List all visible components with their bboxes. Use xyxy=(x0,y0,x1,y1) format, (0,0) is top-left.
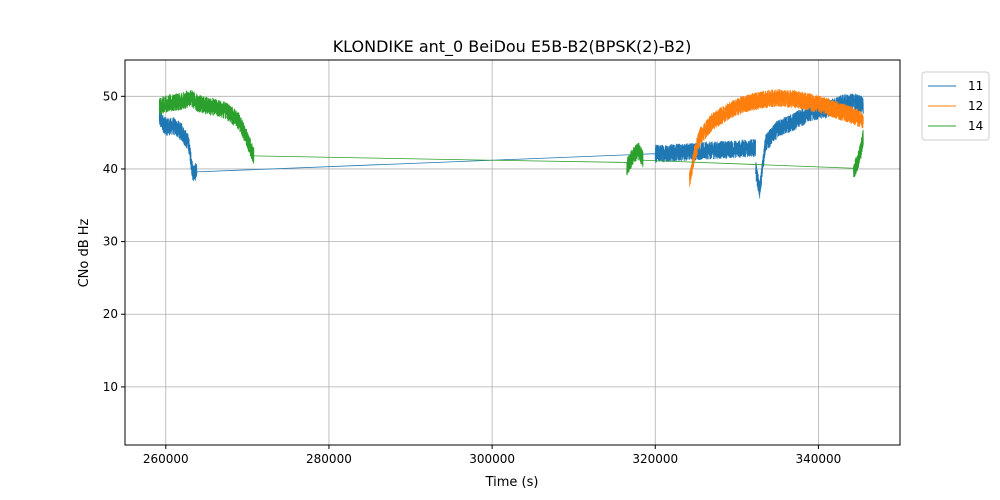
legend-item-12: 12 xyxy=(928,99,983,113)
series-11-segment xyxy=(196,138,757,173)
y-tick-label: 40 xyxy=(103,162,118,176)
x-tick-label: 280000 xyxy=(306,452,352,466)
y-axis-label: CNo dB Hz xyxy=(77,218,92,287)
series-14-segment xyxy=(643,159,854,169)
x-tick-label: 340000 xyxy=(796,452,842,466)
x-axis-ticks: 260000 280000 300000 320000 340000 xyxy=(143,445,841,466)
series-11-segment xyxy=(158,109,198,182)
legend-label: 11 xyxy=(968,79,983,93)
series-12-segment xyxy=(689,88,864,187)
series-14-segment xyxy=(158,89,255,164)
series-11-segment xyxy=(755,93,864,199)
series-layer xyxy=(158,88,864,199)
legend-item-14: 14 xyxy=(928,119,983,133)
x-axis-label: Time (s) xyxy=(485,475,539,490)
legend-label: 12 xyxy=(968,99,983,113)
series-14 xyxy=(158,89,864,178)
y-tick-label: 10 xyxy=(103,380,118,394)
plot-frame xyxy=(124,59,901,446)
x-tick-label: 260000 xyxy=(143,452,189,466)
series-14-segment xyxy=(853,129,864,178)
series-11 xyxy=(158,93,864,199)
x-tick-label: 300000 xyxy=(469,452,515,466)
y-tick-label: 20 xyxy=(103,307,118,321)
series-12 xyxy=(689,88,864,187)
legend-item-11: 11 xyxy=(928,79,983,93)
x-tick-label: 320000 xyxy=(632,452,678,466)
y-tick-label: 50 xyxy=(103,89,118,103)
series-14-segment xyxy=(626,142,644,176)
y-tick-label: 30 xyxy=(103,235,118,249)
legend-label: 14 xyxy=(968,119,983,133)
chart-title: KLONDIKE ant_0 BeiDou E5B-B2(BPSK(2)-B2) xyxy=(333,37,692,57)
legend: 11 12 14 xyxy=(921,71,990,141)
series-14-segment xyxy=(253,155,627,163)
y-axis-ticks: 10 20 30 40 50 xyxy=(103,89,125,394)
